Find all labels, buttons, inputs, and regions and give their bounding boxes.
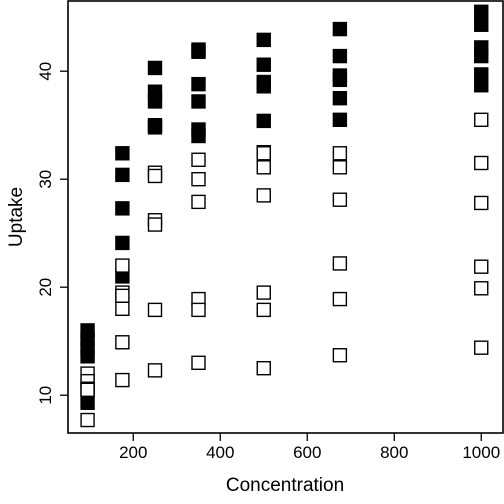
open-data-point: [147, 363, 163, 378]
y-axis-label: Uptake: [6, 187, 27, 247]
open-data-point: [256, 361, 271, 376]
filled-data-point: [191, 76, 206, 92]
open-data-point: [256, 302, 271, 318]
open-data-point: [332, 348, 348, 363]
open-data-point: [474, 340, 489, 355]
filled-data-point: [474, 78, 489, 93]
open-data-point: [332, 192, 348, 207]
filled-data-point: [115, 201, 130, 216]
filled-data-point: [332, 48, 348, 64]
open-data-point: [115, 301, 130, 316]
open-data-point: [332, 256, 348, 271]
open-data-point: [332, 291, 348, 307]
open-data-point: [256, 188, 271, 203]
filled-data-point: [147, 60, 163, 76]
x-tick-label: 600: [293, 443, 321, 462]
open-data-point: [256, 146, 271, 161]
open-data-point: [332, 160, 348, 175]
plot-frame: [67, 0, 504, 434]
x-axis: 200 400 600 800 1000: [119, 433, 500, 462]
open-data-point: [147, 217, 163, 232]
filled-data-point: [332, 21, 348, 37]
open-data-point: [191, 152, 206, 167]
open-data-point: [115, 288, 130, 304]
open-data-point: [115, 258, 130, 273]
open-data-point: [191, 171, 206, 187]
filled-data-point: [147, 94, 163, 109]
open-data-point: [147, 168, 163, 184]
filled-data-point: [191, 44, 206, 59]
filled-data-point: [332, 90, 348, 106]
open-data-point: [474, 281, 489, 296]
filled-data-point: [256, 113, 271, 129]
filled-data-point: [147, 120, 163, 135]
open-data-point: [80, 412, 95, 428]
x-tick-label: 1000: [462, 443, 500, 462]
filled-data-point: [80, 349, 95, 364]
x-tick-label: 400: [206, 443, 234, 462]
open-data-point: [115, 372, 130, 388]
filled-data-point: [332, 72, 348, 88]
filled-data-point: [191, 128, 206, 144]
filled-data-point: [115, 167, 130, 183]
y-tick-label: 40: [36, 62, 55, 81]
filled-data-point: [191, 94, 206, 109]
filled-data-point: [332, 112, 348, 128]
open-data-point: [191, 194, 206, 210]
open-data-point: [474, 195, 489, 211]
open-data-point: [115, 335, 130, 350]
filled-data-point: [256, 57, 271, 72]
data-points: [80, 4, 489, 428]
y-tick-label: 20: [36, 278, 55, 297]
filled-data-point: [115, 235, 130, 251]
filled-data-point: [474, 17, 489, 32]
open-data-point: [191, 302, 206, 318]
filled-data-point: [115, 146, 130, 161]
filled-data-point: [256, 79, 271, 94]
open-data-point: [256, 285, 271, 300]
x-tick-label: 200: [119, 443, 147, 462]
open-data-point: [191, 355, 206, 370]
open-data-point: [474, 112, 489, 128]
open-data-point: [474, 155, 489, 171]
x-axis-label: Concentration: [226, 475, 344, 496]
open-data-point: [80, 382, 95, 397]
x-tick-label: 800: [380, 443, 408, 462]
open-data-point: [147, 302, 163, 318]
y-tick-label: 30: [36, 170, 55, 189]
open-data-point: [256, 160, 271, 175]
filled-data-point: [256, 32, 271, 48]
filled-data-point: [474, 48, 489, 64]
open-data-point: [474, 259, 489, 274]
open-data-point: [332, 146, 348, 161]
y-tick-label: 10: [36, 386, 55, 405]
y-axis: 10 20 30 40: [36, 62, 68, 405]
filled-data-point: [80, 395, 95, 410]
filled-data-point: [474, 4, 489, 20]
